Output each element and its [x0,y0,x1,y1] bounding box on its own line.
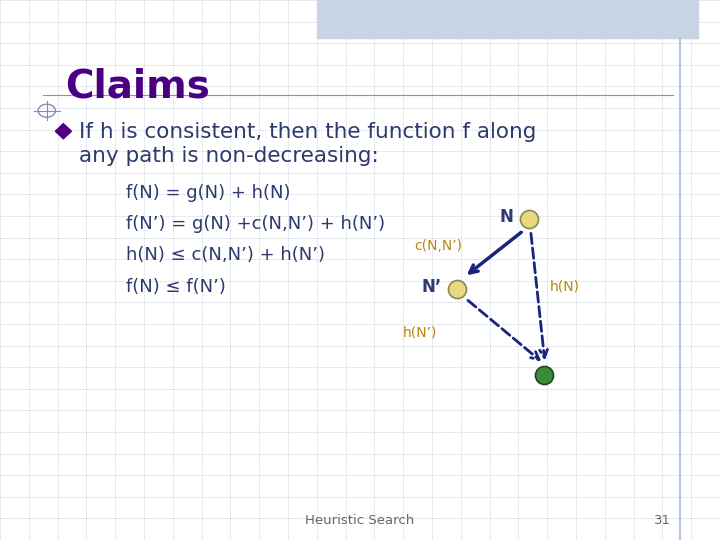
Bar [317,0,698,38]
Text: h(N) ≤ c(N,N’) + h(N’): h(N) ≤ c(N,N’) + h(N’) [126,246,325,264]
Text: h(N): h(N) [549,279,580,293]
Text: 31: 31 [654,514,671,526]
Text: If h is consistent, then the function f along: If h is consistent, then the function f … [79,122,536,141]
Text: f(N) = g(N) + h(N): f(N) = g(N) + h(N) [126,184,290,201]
Text: Heuristic Search: Heuristic Search [305,514,415,526]
Text: c(N,N’): c(N,N’) [414,239,462,253]
Text: f(N) ≤ f(N’): f(N) ≤ f(N’) [126,278,226,295]
Polygon shape [55,124,71,139]
Text: Claims: Claims [65,68,210,105]
Text: any path is non-decreasing:: any path is non-decreasing: [79,146,379,166]
Text: N: N [500,207,513,226]
Text: f(N’) = g(N) +c(N,N’) + h(N’): f(N’) = g(N) +c(N,N’) + h(N’) [126,215,385,233]
Text: h(N’): h(N’) [403,325,438,339]
Text: N’: N’ [421,278,441,296]
